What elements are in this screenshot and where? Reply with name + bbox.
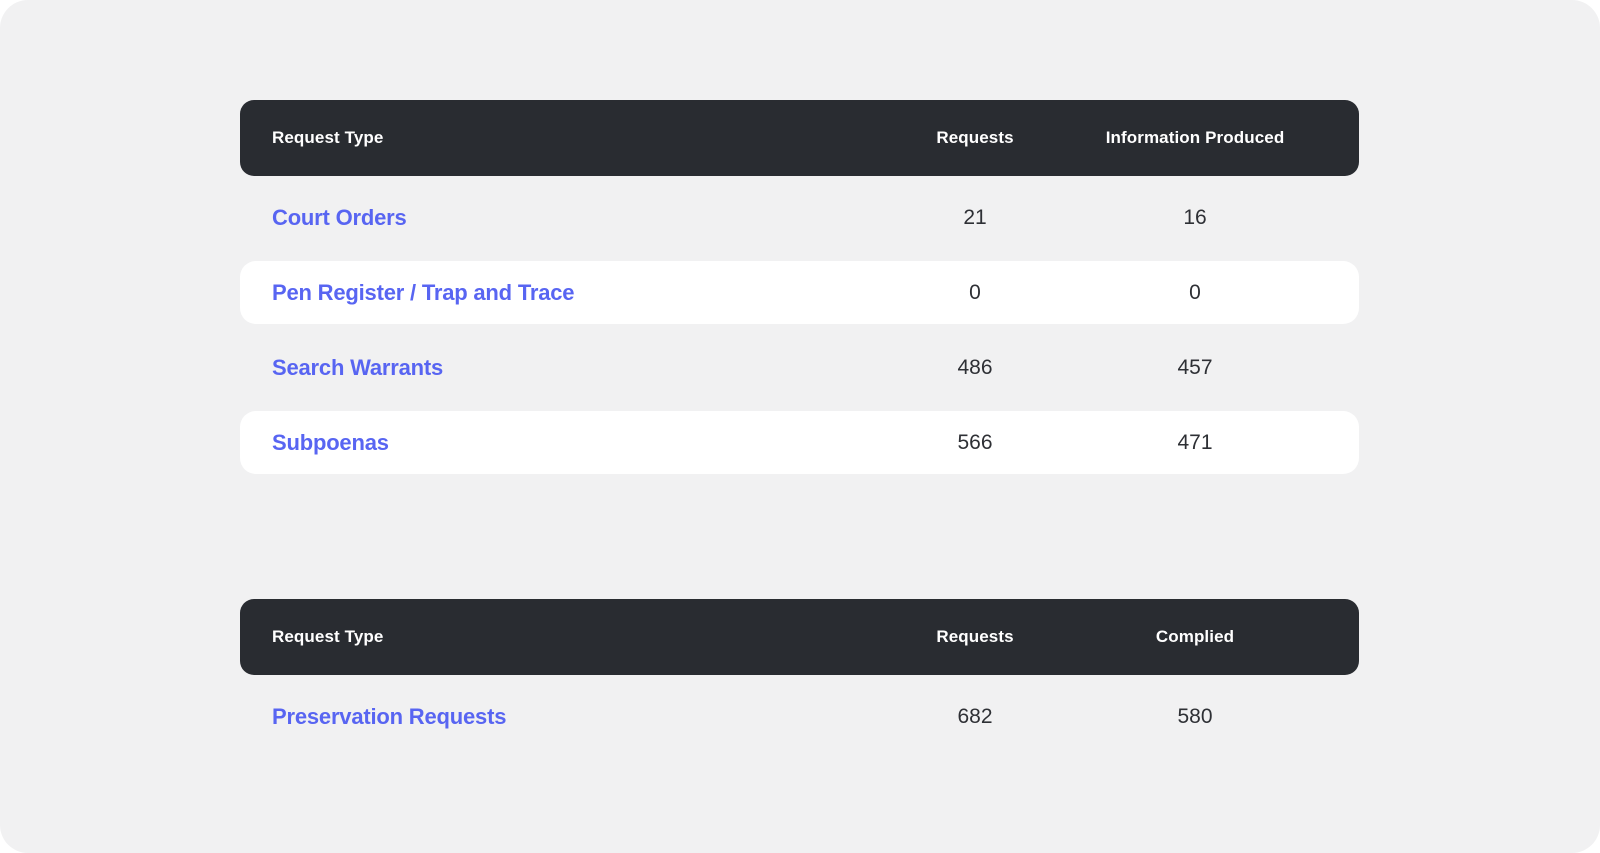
table-preservation-requests: Request Type Requests Complied Preservat… — [240, 599, 1359, 754]
produced-value: 16 — [1183, 205, 1207, 229]
table-row: Preservation Requests 682 580 — [240, 685, 1359, 748]
requests-value: 21 — [963, 205, 987, 229]
link-pen-register-trap-and-trace[interactable]: Pen Register / Trap and Trace — [272, 279, 575, 305]
requests-value: 0 — [969, 280, 981, 304]
produced-value: 471 — [1177, 430, 1213, 454]
table-body: Preservation Requests 682 580 — [240, 679, 1359, 754]
link-subpoenas[interactable]: Subpoenas — [272, 429, 389, 455]
requests-value: 566 — [957, 430, 993, 454]
column-header-request-type: Request Type — [272, 128, 384, 147]
table-header-row: Request Type Requests Complied — [240, 599, 1359, 675]
table-body: Court Orders 21 16 Pen Register / Trap a… — [240, 180, 1359, 480]
produced-value: 457 — [1177, 355, 1213, 379]
requests-value: 486 — [957, 355, 993, 379]
column-header-request-type: Request Type — [272, 627, 384, 646]
table-row: Search Warrants 486 457 — [240, 336, 1359, 399]
column-header-information-produced: Information Produced — [1105, 128, 1285, 147]
table-row: Subpoenas 566 471 — [240, 411, 1359, 474]
column-header-requests: Requests — [936, 627, 1014, 646]
complied-value: 580 — [1177, 704, 1213, 728]
column-header-requests: Requests — [936, 128, 1014, 147]
table-legal-requests: Request Type Requests Information Produc… — [240, 100, 1359, 480]
page-content: Request Type Requests Information Produc… — [240, 100, 1359, 754]
column-header-complied: Complied — [1155, 627, 1235, 646]
link-search-warrants[interactable]: Search Warrants — [272, 354, 444, 380]
table-row: Court Orders 21 16 — [240, 186, 1359, 249]
produced-value: 0 — [1189, 280, 1201, 304]
link-court-orders[interactable]: Court Orders — [272, 204, 407, 230]
requests-value: 682 — [957, 704, 993, 728]
table-header-row: Request Type Requests Information Produc… — [240, 100, 1359, 176]
table-row: Pen Register / Trap and Trace 0 0 — [240, 261, 1359, 324]
link-preservation-requests[interactable]: Preservation Requests — [272, 703, 507, 729]
